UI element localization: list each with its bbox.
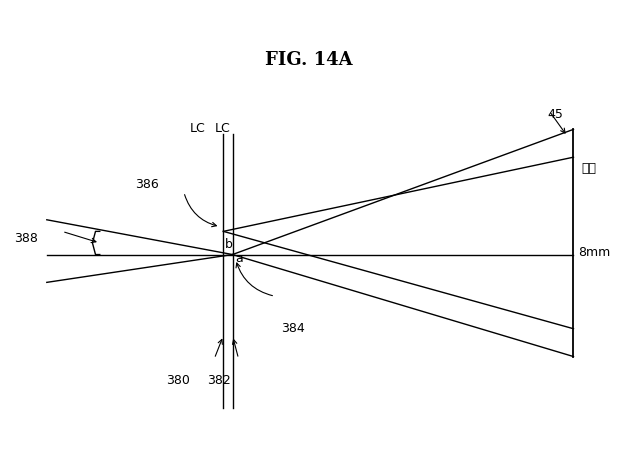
Text: b: b bbox=[225, 238, 233, 251]
Text: 382: 382 bbox=[207, 374, 231, 387]
Text: 384: 384 bbox=[281, 322, 305, 335]
Text: a: a bbox=[235, 252, 243, 265]
Text: 380: 380 bbox=[166, 374, 190, 387]
Text: LC: LC bbox=[214, 122, 230, 135]
Text: 386: 386 bbox=[136, 178, 159, 191]
Text: LC: LC bbox=[190, 122, 206, 135]
Text: 45: 45 bbox=[547, 109, 563, 121]
Text: 8mm: 8mm bbox=[578, 246, 611, 259]
Text: 瞳孔: 瞳孔 bbox=[582, 162, 596, 175]
Text: FIG. 14A: FIG. 14A bbox=[265, 51, 353, 69]
Text: 388: 388 bbox=[14, 232, 38, 245]
